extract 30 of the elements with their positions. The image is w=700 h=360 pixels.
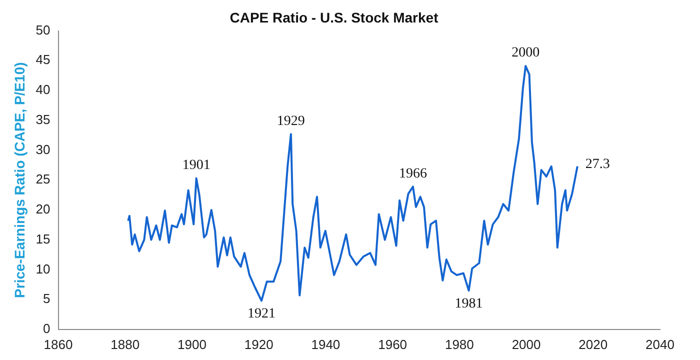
x-tick-label: 1900 xyxy=(178,336,206,352)
x-tick-label: 2020 xyxy=(578,336,608,352)
x-tick-label: 2040 xyxy=(646,336,674,352)
annotation: 1921 xyxy=(248,306,276,322)
x-tick-label: 1880 xyxy=(110,336,140,352)
y-tick-label: 35 xyxy=(36,112,50,127)
annotation: 27.3 xyxy=(585,157,610,172)
y-tick-label: 40 xyxy=(36,82,50,98)
chart-title: CAPE Ratio - U.S. Stock Market xyxy=(230,9,439,26)
y-tick-label: 5 xyxy=(43,291,50,306)
annotation: 1966 xyxy=(398,166,427,182)
annotation: 1929 xyxy=(276,114,305,129)
y-tick-label: 30 xyxy=(36,142,50,157)
x-tick-label: 1980 xyxy=(444,336,474,352)
y-axis-title: Price-Earnings Ratio (CAPE, P/E10) xyxy=(11,62,28,298)
annotation: 2000 xyxy=(512,46,540,61)
x-tick-label: 1940 xyxy=(311,336,340,352)
y-tick-label: 0 xyxy=(43,320,50,336)
y-tick-label: 25 xyxy=(36,172,50,187)
y-tick-label: 10 xyxy=(36,261,50,276)
annotation: 1901 xyxy=(182,158,210,173)
y-tick-label: 15 xyxy=(36,231,50,246)
x-tick-label: 1860 xyxy=(44,336,73,352)
x-tick-label: 1920 xyxy=(244,336,274,352)
x-tick-label: 2000 xyxy=(512,336,541,352)
x-tick-label: 1960 xyxy=(378,336,408,352)
annotation: 1981 xyxy=(454,296,483,312)
y-tick-label: 50 xyxy=(36,22,50,38)
y-tick-label: 45 xyxy=(36,52,50,68)
y-tick-label: 20 xyxy=(36,202,50,217)
